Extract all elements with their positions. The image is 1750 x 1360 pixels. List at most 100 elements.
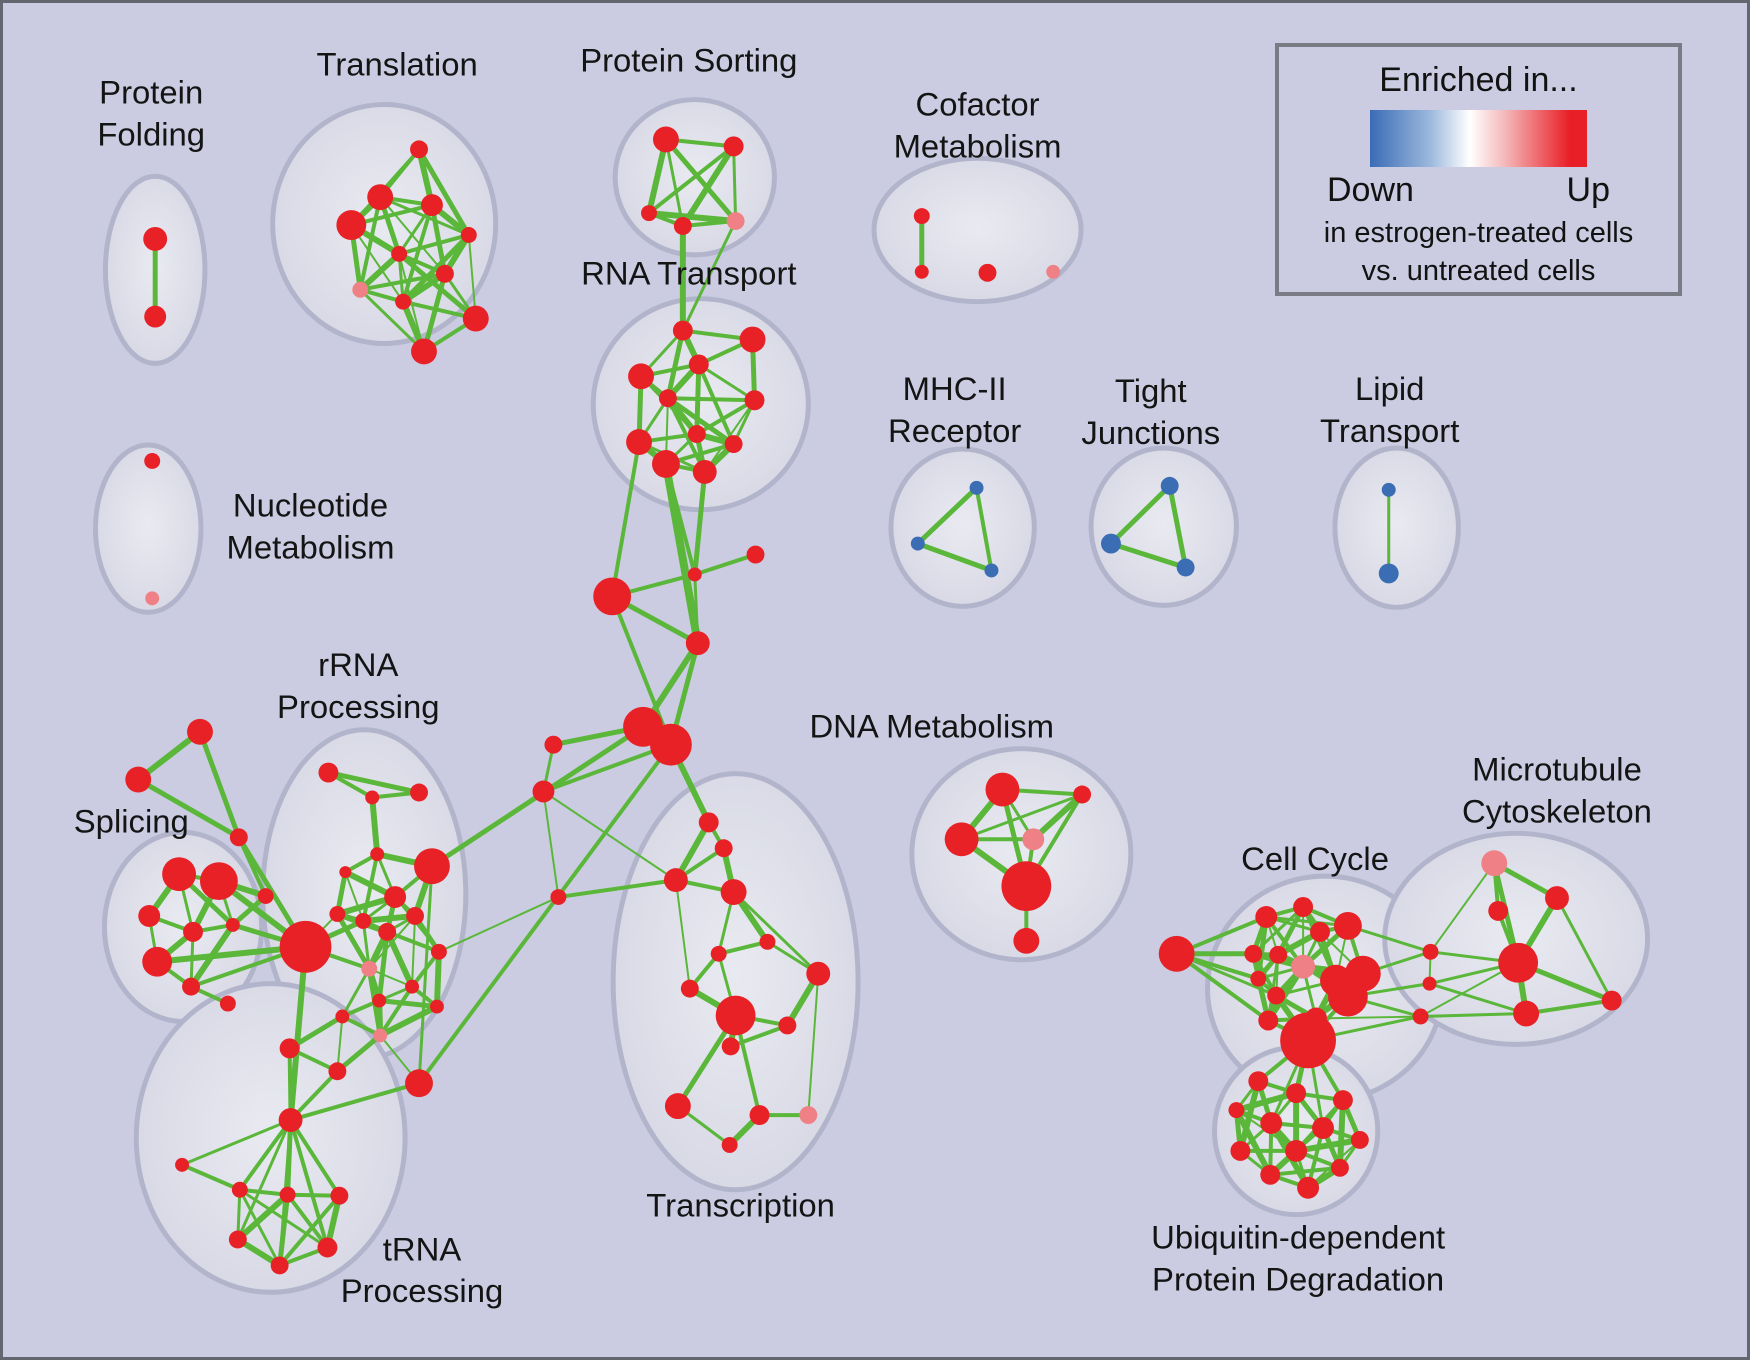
node-rna_transport-2 bbox=[688, 354, 709, 375]
node-rrna-15 bbox=[335, 1009, 350, 1024]
edge bbox=[542, 790, 677, 882]
node-mhc-1 bbox=[910, 536, 925, 551]
node-rna_transport-7 bbox=[626, 429, 652, 455]
edge bbox=[344, 871, 365, 922]
edge bbox=[1251, 905, 1305, 956]
cluster-label-lipid: Lipid bbox=[1355, 370, 1424, 407]
legend-up-label: Up bbox=[1566, 171, 1610, 209]
node-translation-3 bbox=[336, 210, 367, 240]
node-protein_sorting-3 bbox=[673, 217, 692, 235]
node-microtubule-4 bbox=[1513, 1000, 1540, 1027]
node-ubiquitin-9 bbox=[1330, 1158, 1349, 1177]
node-backbone-7 bbox=[532, 780, 555, 803]
node-rrna-3 bbox=[370, 847, 385, 862]
node-transcription-13 bbox=[749, 1105, 770, 1126]
node-cell_cycle-4 bbox=[1310, 921, 1330, 942]
edge bbox=[1108, 541, 1189, 570]
cluster-label-translation: Translation bbox=[316, 46, 477, 83]
edge bbox=[285, 1192, 330, 1250]
cluster-ellipse-tight bbox=[1088, 445, 1239, 608]
node-cell_cycle-11 bbox=[1267, 986, 1286, 1005]
edge bbox=[664, 137, 685, 228]
node-microtubule-8 bbox=[1412, 1008, 1429, 1025]
node-rna_transport-3 bbox=[628, 363, 654, 390]
node-rrna-19 bbox=[279, 1038, 300, 1059]
edge bbox=[378, 984, 415, 1038]
node-rna_transport-4 bbox=[658, 389, 677, 408]
edge bbox=[334, 911, 372, 972]
edge bbox=[1108, 483, 1173, 547]
cluster-label-cofactor: Cofactor bbox=[915, 86, 1039, 123]
cluster-label-nucleotide: Metabolism bbox=[227, 529, 395, 566]
node-transcription-5 bbox=[759, 933, 776, 950]
legend-gradient-bar bbox=[1370, 110, 1587, 167]
node-translation-2 bbox=[421, 194, 443, 217]
edge bbox=[416, 146, 472, 238]
legend-title: Enriched in... bbox=[1379, 61, 1578, 99]
edge bbox=[288, 1118, 330, 1250]
edge bbox=[974, 485, 994, 573]
edge bbox=[646, 210, 739, 225]
edge bbox=[236, 835, 268, 899]
edge bbox=[385, 929, 441, 954]
cluster-label-rrna: rRNA bbox=[318, 646, 398, 683]
edge bbox=[417, 742, 673, 1086]
cluster-ellipse-cofactor bbox=[871, 155, 1084, 305]
edge bbox=[1175, 952, 1278, 998]
cluster-ellipse-mhc bbox=[888, 446, 1037, 609]
node-trna-3 bbox=[279, 1186, 296, 1203]
edge bbox=[397, 252, 405, 304]
node-dna-0 bbox=[985, 772, 1020, 807]
node-trna-7 bbox=[270, 1256, 289, 1275]
node-protein_folding-0 bbox=[143, 227, 168, 251]
edge bbox=[350, 224, 405, 303]
node-transcription-2 bbox=[663, 868, 688, 893]
node-backbone-3 bbox=[685, 631, 710, 656]
edge bbox=[376, 929, 390, 1004]
cluster-label-cofactor: Metabolism bbox=[894, 127, 1062, 164]
node-mhc-2 bbox=[984, 563, 999, 578]
edge bbox=[135, 777, 242, 840]
edge bbox=[197, 729, 242, 840]
node-cell_cycle-7 bbox=[1291, 954, 1316, 979]
node-cell_cycle-15 bbox=[1305, 1007, 1327, 1030]
cluster-label-rrna: Processing bbox=[277, 688, 439, 725]
node-rrna-1 bbox=[365, 790, 380, 805]
node-backbone-9 bbox=[125, 766, 152, 793]
cluster-label-protein_folding: Folding bbox=[97, 115, 205, 152]
edge bbox=[556, 878, 678, 900]
edge bbox=[397, 232, 471, 256]
edge bbox=[732, 144, 738, 223]
node-ubiquitin-3 bbox=[1228, 1102, 1245, 1119]
node-trna-1 bbox=[175, 1157, 190, 1172]
cluster-ellipse-lipid bbox=[1332, 445, 1461, 610]
cluster-label-trna: Processing bbox=[341, 1272, 503, 1309]
edge bbox=[696, 362, 736, 447]
node-ubiquitin-0 bbox=[1248, 1071, 1269, 1092]
edge bbox=[647, 144, 736, 216]
node-ubiquitin-4 bbox=[1260, 1112, 1283, 1134]
edge bbox=[915, 485, 980, 547]
edge bbox=[661, 459, 702, 648]
node-cell_cycle-14 bbox=[1258, 1010, 1279, 1031]
edge bbox=[437, 896, 560, 953]
edge bbox=[1346, 924, 1433, 954]
edge bbox=[679, 143, 737, 229]
edge bbox=[665, 328, 686, 401]
cluster-label-lipid: Transport bbox=[1320, 412, 1459, 449]
edge bbox=[358, 195, 383, 292]
node-cell_cycle-12 bbox=[1327, 976, 1368, 1017]
node-transcription-3 bbox=[720, 879, 747, 906]
edge bbox=[960, 792, 1084, 841]
node-rrna-7 bbox=[406, 906, 424, 925]
node-backbone-0 bbox=[687, 567, 702, 582]
edge bbox=[288, 1118, 342, 1198]
node-rrna-10 bbox=[378, 922, 397, 941]
edge bbox=[433, 948, 442, 1010]
edge bbox=[467, 233, 477, 320]
node-translation-6 bbox=[435, 264, 454, 283]
edge bbox=[663, 136, 739, 224]
edge bbox=[681, 219, 738, 333]
node-ubiquitin-2 bbox=[1332, 1090, 1353, 1111]
